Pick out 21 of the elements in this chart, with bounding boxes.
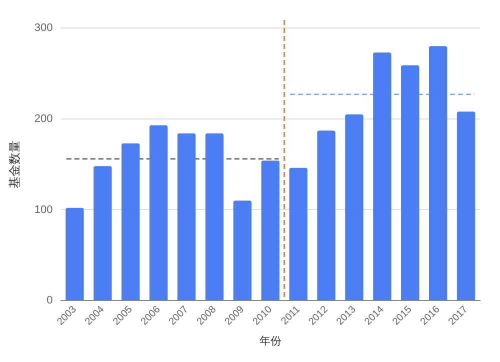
y-tick-label: 100 — [34, 204, 53, 216]
bar — [233, 200, 252, 300]
bar — [401, 65, 420, 300]
bar — [317, 130, 336, 300]
y-tick-label: 200 — [34, 112, 53, 125]
bar — [373, 52, 392, 300]
y-axis-title: 基金数量 — [8, 140, 22, 188]
bar — [205, 133, 224, 300]
bar — [149, 125, 168, 300]
bar — [456, 112, 476, 300]
bar — [177, 133, 196, 300]
bar — [122, 143, 140, 300]
bar — [261, 160, 280, 300]
bar — [428, 46, 448, 300]
y-tick-label: 0 — [46, 294, 53, 307]
x-axis-title: 年份 — [259, 335, 282, 348]
bar — [289, 168, 308, 300]
bar — [94, 166, 112, 300]
y-tick-label: 300 — [34, 22, 53, 34]
bar — [66, 208, 84, 300]
bar — [345, 114, 364, 300]
